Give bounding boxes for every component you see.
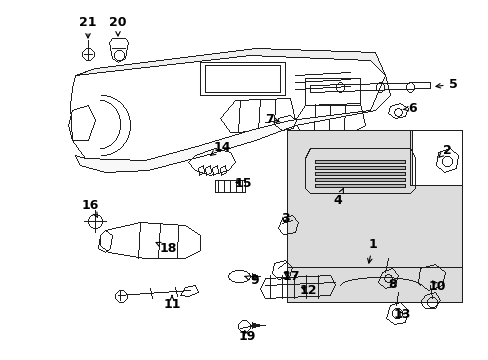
Text: 2: 2 [438, 144, 450, 157]
Text: 9: 9 [244, 274, 259, 287]
Text: 19: 19 [238, 329, 255, 342]
Text: 18: 18 [156, 242, 176, 255]
Text: 20: 20 [109, 15, 126, 36]
Text: 10: 10 [427, 279, 445, 292]
Text: 12: 12 [299, 284, 316, 297]
Text: 3: 3 [280, 212, 289, 225]
Text: 4: 4 [333, 188, 343, 207]
Text: 14: 14 [210, 140, 230, 156]
Text: 5: 5 [435, 77, 456, 90]
Text: 8: 8 [388, 278, 397, 291]
Text: 21: 21 [79, 15, 97, 38]
Text: 11: 11 [163, 296, 181, 311]
Text: 17: 17 [282, 270, 299, 284]
Text: 6: 6 [402, 102, 416, 114]
Text: 7: 7 [265, 113, 279, 126]
Text: 1: 1 [367, 238, 377, 263]
Text: 15: 15 [234, 176, 251, 189]
Text: 13: 13 [392, 309, 410, 321]
Text: 16: 16 [81, 198, 99, 217]
